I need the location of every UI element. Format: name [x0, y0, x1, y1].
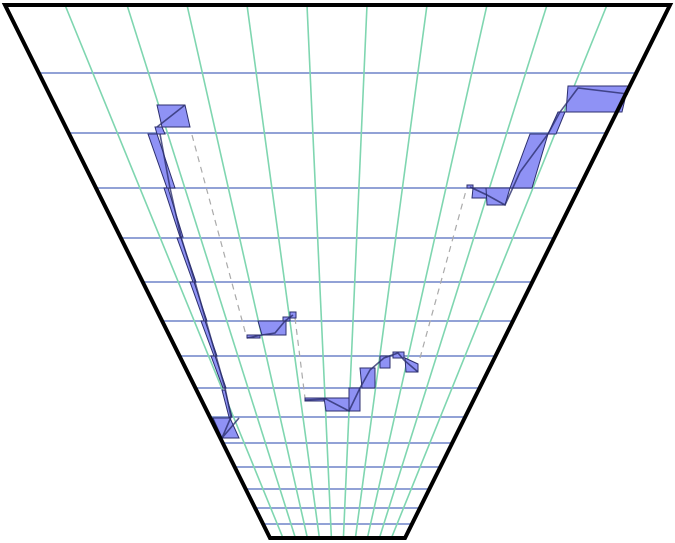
blue-shape — [257, 320, 287, 336]
radial-grid-line — [186, 5, 309, 538]
radial-grid-line — [378, 5, 548, 538]
radial-grid-line — [126, 5, 297, 538]
trace-line — [304, 352, 419, 413]
dashed-connector — [419, 186, 468, 359]
dashed-connectors — [191, 134, 468, 399]
radial-grid-line — [306, 5, 333, 538]
blue-shape — [547, 111, 566, 135]
radial-grid-line — [390, 5, 608, 538]
blue-shape — [154, 126, 166, 135]
blue-shapes — [147, 85, 629, 439]
grid — [5, 5, 670, 538]
trace-line — [156, 104, 186, 128]
radial-grid-line — [342, 5, 368, 538]
radial-grid-line — [64, 5, 284, 538]
blue-shape — [359, 367, 376, 389]
dashed-connector — [191, 134, 247, 336]
radial-grid-line — [246, 5, 321, 538]
trace-line — [246, 314, 294, 339]
trace-line — [159, 133, 240, 439]
trace-line — [469, 87, 629, 207]
dashed-connector — [294, 317, 306, 399]
radial-grid-line — [366, 5, 488, 538]
radial-grid-line — [354, 5, 428, 538]
